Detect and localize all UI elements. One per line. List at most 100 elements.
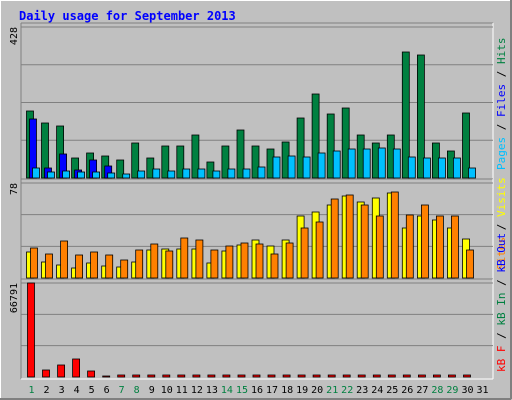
bar-pages-day-10 [167,170,176,179]
bar-pages-day-11 [182,168,191,179]
x-label-day-17: 17 [266,385,278,396]
legend-bottom-part-0: kB F [495,346,508,373]
bar-pages-day-12 [197,168,206,179]
bar-sites-day-24 [375,215,384,279]
bar-pages-day-18 [287,155,296,179]
legend-top: Pages / Files / Hits [495,38,508,171]
bar-hits-day-21 [326,113,335,179]
bar-kb-f-day-14 [222,374,231,378]
bar-kb-f-day-1 [27,282,35,378]
x-label-day-8: 8 [134,385,140,396]
bar-pages-day-8 [137,170,146,179]
x-label-day-14: 14 [221,385,233,396]
x-label-day-12: 12 [191,385,203,396]
x-label-day-7: 7 [119,385,125,396]
y-max-label-middle: 78 [9,183,20,195]
bar-pages-day-19 [302,156,311,179]
bar-pages-day-26 [407,156,416,179]
bar-hits-day-14 [221,145,230,179]
bar-sites-day-12 [195,239,204,279]
bar-sites-day-5 [90,251,98,279]
bar-sites-day-1 [30,247,38,279]
bar-pages-day-6 [107,172,116,179]
bar-sites-day-20 [315,221,324,279]
bar-kb-f-day-3 [57,364,65,378]
bar-sites-day-16 [255,243,264,279]
x-label-day-30: 30 [461,385,473,396]
x-label-day-20: 20 [311,385,323,396]
bar-pages-day-1 [32,167,40,179]
chart-title: Daily usage for September 2013 [19,9,236,23]
bar-sites-day-30 [466,249,474,279]
bar-sites-day-7 [120,259,129,279]
bar-pages-day-16 [257,166,266,179]
x-label-day-15: 15 [236,385,248,396]
bar-pages-day-15 [242,168,251,179]
bar-hits-day-26 [401,51,410,179]
panel-bg-bottom [21,279,493,379]
bar-kb-f-day-10 [162,374,171,378]
bar-sites-day-23 [360,204,369,279]
bar-kb-f-day-23 [357,374,366,378]
bar-kb-f-day-20 [312,374,321,378]
x-label-day-28: 28 [431,385,443,396]
bar-kb-f-day-29 [447,374,456,378]
panel-middle: 78 [9,178,494,281]
bar-pages-day-22 [347,148,356,179]
bar-kb-f-day-18 [282,374,291,378]
bar-hits-day-11 [176,145,185,179]
bar-hits-day-22 [341,107,350,179]
bar-sites-day-21 [330,198,339,279]
bar-hits-day-19 [296,117,305,179]
bar-pages-day-5 [92,171,100,179]
bar-kb-f-day-16 [252,374,261,378]
bar-pages-day-28 [437,157,446,179]
bar-kb-f-day-7 [117,374,126,378]
legend-bottom: kB F / kB In / kB Out [495,233,508,372]
bar-kb-f-day-5 [87,370,95,378]
x-label-day-11: 11 [176,385,188,396]
x-label-day-6: 6 [104,385,110,396]
bar-kb-f-day-2 [42,369,50,378]
x-label-day-31: 31 [476,385,488,396]
bar-kb-f-day-6 [102,375,111,378]
bar-pages-day-4 [77,171,85,179]
x-label-day-2: 2 [43,385,49,396]
bar-kb-f-day-8 [132,374,141,378]
x-label-day-4: 4 [74,385,80,396]
bar-sites-day-27 [420,204,429,279]
bar-kb-f-day-12 [192,374,201,378]
legend-middle: Sites / Visits [495,177,508,270]
x-label-day-29: 29 [446,385,458,396]
bar-sites-day-8 [135,249,144,279]
bar-hits-day-9 [146,157,155,179]
bar-kb-f-day-11 [177,374,186,378]
bar-pages-day-30 [468,167,476,179]
bar-sites-day-29 [450,215,459,279]
legend-top-part-3: / [495,64,508,84]
bar-kb-f-day-15 [237,374,246,378]
bar-sites-day-9 [150,243,159,279]
legend-bottom-part-2: kB In [495,293,508,326]
x-label-day-9: 9 [149,385,155,396]
x-label-day-23: 23 [356,385,368,396]
bar-kb-f-day-22 [342,374,351,378]
bar-sites-day-28 [435,215,444,279]
bar-sites-day-3 [60,240,68,279]
bar-kb-f-day-21 [327,374,336,378]
bar-sites-day-18 [285,242,294,279]
bar-sites-day-2 [45,253,53,279]
bar-kb-f-day-19 [297,374,306,378]
bar-hits-day-27 [416,54,425,179]
x-label-day-19: 19 [296,385,308,396]
x-label-day-26: 26 [401,385,413,396]
bar-pages-day-9 [152,168,161,179]
bar-hits-day-16 [251,145,260,179]
x-label-day-21: 21 [326,385,338,396]
x-axis-day-labels: 1 2 3 4 5 6 7 8 9 10 11 12 13 14 15 16 17 18 19 20 21 22 23 24 2… [28,385,488,396]
legend-middle-part-0: Sites [495,237,508,270]
bar-pages-day-25 [392,148,401,179]
bar-pages-day-2 [47,171,55,179]
bar-hits-day-12 [191,134,200,179]
x-label-day-1: 1 [28,385,34,396]
